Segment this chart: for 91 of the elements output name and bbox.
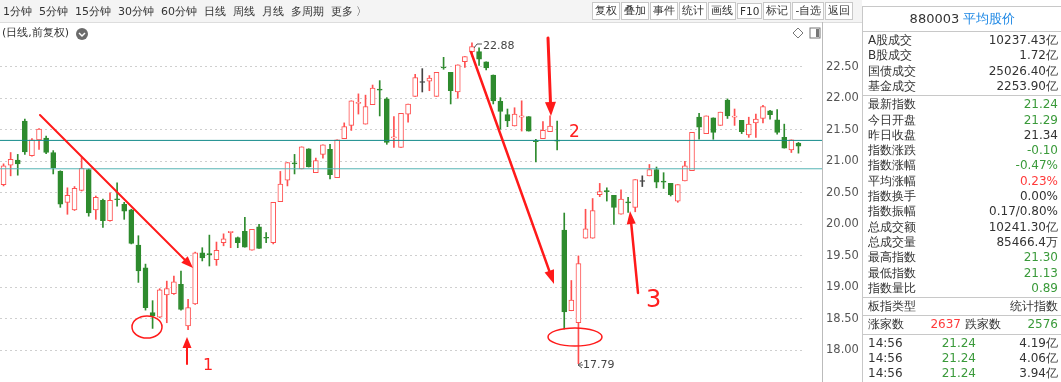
text: 85466.4万 — [996, 234, 1058, 249]
text: 0.89 — [1031, 280, 1058, 295]
text: 平均涨幅 — [868, 173, 916, 188]
y-tick-label: 19.00 — [826, 279, 859, 294]
text: 21.30 — [1023, 250, 1058, 265]
y-tick-label: 18.50 — [826, 310, 859, 325]
text: A股成交 — [868, 33, 913, 47]
text: 2253.90亿 — [996, 78, 1058, 93]
text: 10237.43亿 — [988, 33, 1058, 47]
text: 21.29 — [1023, 112, 1058, 127]
text: 0.23% — [1019, 173, 1058, 188]
y-tick-label: 20.00 — [826, 216, 859, 231]
text: 880003 平均股价 — [909, 11, 1016, 26]
text: 21.24 — [941, 351, 976, 365]
text: 基金成交 — [868, 78, 916, 93]
text: 3.94亿 — [1019, 366, 1058, 381]
text: 10241.30亿 — [988, 219, 1058, 234]
category-label: 周线 — [232, 3, 256, 19]
category-label: 更多 〉 — [330, 3, 369, 19]
y-tick-label: 20.50 — [826, 184, 859, 199]
text: 今日开盘 — [868, 112, 916, 127]
text: 跌家数 — [965, 317, 1001, 332]
text: 4.06亿 — [1019, 351, 1058, 365]
category-label: 多周期 — [290, 3, 325, 19]
annotation: 2 — [569, 121, 580, 141]
annotation: 3 — [646, 285, 662, 313]
text: 21.34 — [1023, 127, 1058, 142]
candlestick — [263, 232, 269, 243]
y-tick-label: 18.00 — [826, 342, 859, 357]
text: 最低指数 — [868, 265, 916, 280]
category-label: 60分钟 — [160, 3, 198, 19]
text: 最高指数 — [868, 250, 916, 265]
text: 指数涨跌 — [868, 143, 916, 158]
text: 21.24 — [1023, 97, 1058, 112]
annotation: 17.79 — [583, 358, 615, 371]
text: 板指类型 — [868, 299, 916, 314]
text: 21.24 — [941, 335, 976, 350]
y-tick-label: 21.50 — [826, 121, 859, 136]
category-label: 统计 — [679, 2, 707, 20]
text: 0.17/0.80% — [989, 204, 1058, 219]
text: -0.47% — [1015, 158, 1058, 173]
category-label: 事件 — [650, 2, 678, 20]
category-label: 画线 — [708, 2, 736, 20]
annotation: 22.88 — [483, 39, 515, 52]
category-label: 5分钟 — [38, 3, 69, 19]
text: 总成交量 — [868, 234, 916, 249]
text: 14:56 — [868, 335, 903, 350]
y-tick-label: 19.50 — [826, 247, 859, 262]
category-label: 1分钟 — [2, 3, 33, 19]
category-label: 15分钟 — [74, 3, 112, 19]
text: 4.19亿 — [1019, 335, 1058, 350]
category-label: 返回 — [825, 2, 854, 20]
category-label: 月线 — [261, 3, 285, 19]
text: 0.00% — [1019, 189, 1058, 203]
text: -0.10 — [1026, 143, 1058, 158]
text: B股成交 — [868, 48, 913, 63]
category-label: 日线 — [203, 3, 227, 19]
text: 总成交额 — [868, 219, 916, 234]
category-label: 叠加 — [621, 2, 649, 20]
candlestick — [114, 182, 120, 207]
text: 昨日收盘 — [868, 127, 916, 142]
y-tick-label: 21.00 — [826, 153, 859, 168]
text: 21.24 — [941, 366, 976, 381]
text: 指数涨幅 — [868, 158, 916, 173]
candlestick — [625, 196, 631, 213]
text: 统计指数 — [1010, 299, 1058, 314]
text: 2576 — [1027, 317, 1058, 332]
candlestick — [376, 80, 383, 117]
text: 1.72亿 — [1019, 48, 1058, 63]
y-tick-label: 22.00 — [826, 90, 859, 105]
candlestick — [391, 116, 397, 148]
text: 21.13 — [1023, 265, 1058, 280]
text: 2637 — [930, 317, 961, 332]
annotation: (日线,前复权) — [2, 26, 70, 39]
text: 25026.40亿 — [988, 63, 1058, 78]
text: 指数量比 — [868, 280, 916, 295]
category-label: 30分钟 — [117, 3, 155, 19]
text: 涨家数 — [868, 317, 904, 332]
annotation: 1 — [203, 355, 214, 374]
text: 国债成交 — [868, 63, 916, 78]
text: 最新指数 — [868, 97, 916, 112]
category-label: 复权 — [592, 2, 620, 20]
category-label: 标记 — [763, 2, 792, 20]
candlestick — [163, 280, 170, 324]
text: 14:56 — [868, 351, 903, 365]
text: 14:56 — [868, 366, 903, 381]
category-label: -自选 — [792, 2, 825, 20]
category-label: F10 — [737, 3, 763, 19]
y-tick-label: 22.50 — [826, 58, 859, 73]
text: 指数振幅 — [868, 204, 916, 219]
text: 指数换手 — [868, 189, 916, 203]
